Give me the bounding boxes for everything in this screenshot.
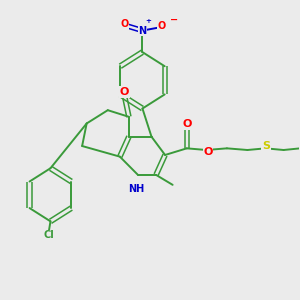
Text: −: −	[170, 15, 178, 25]
Text: NH: NH	[128, 184, 145, 194]
Text: +: +	[146, 18, 152, 24]
Text: S: S	[262, 141, 270, 151]
Text: O: O	[158, 21, 166, 31]
Text: O: O	[120, 19, 128, 29]
Text: O: O	[203, 147, 213, 157]
Text: Cl: Cl	[44, 230, 54, 240]
Text: O: O	[120, 87, 129, 97]
Text: N: N	[138, 26, 146, 36]
Text: O: O	[182, 119, 191, 130]
